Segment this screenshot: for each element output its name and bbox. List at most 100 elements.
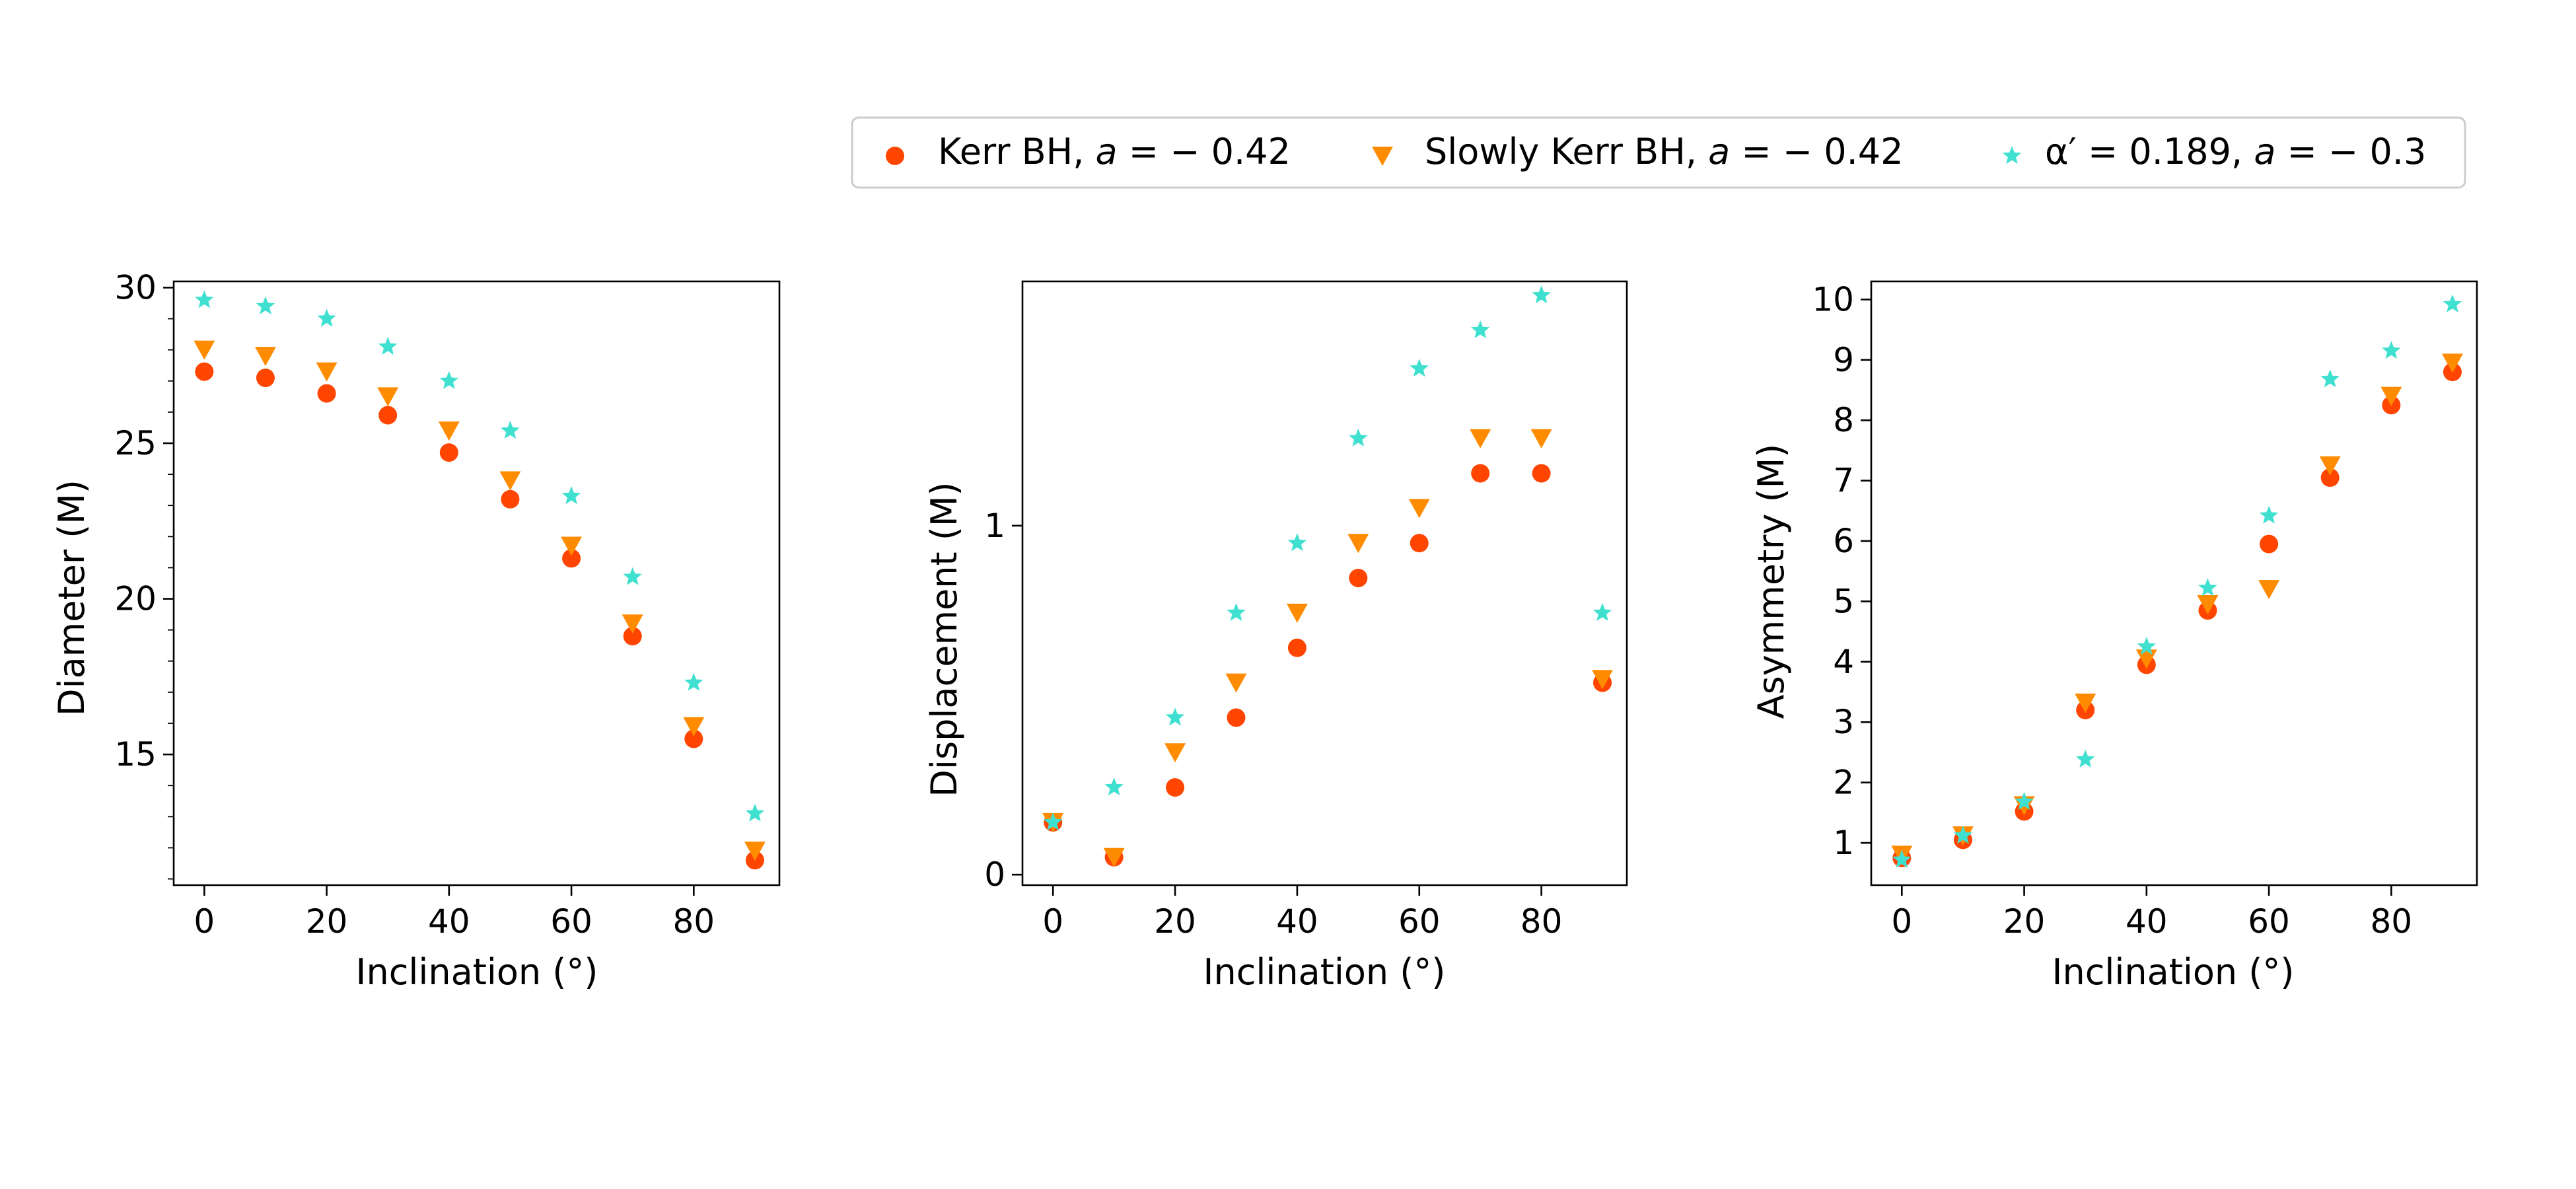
diameter-xlabel: Inclination (°)	[356, 951, 598, 993]
legend-label-alpha: α′ = 0.189, a = − 0.3	[2045, 131, 2426, 172]
displacement-axes-frame	[1021, 280, 1628, 886]
asymmetry-point-alpha	[2320, 369, 2340, 388]
diameter-point-alpha	[561, 486, 581, 505]
diameter-point-kerr	[562, 549, 581, 568]
asymmetry-ylabel: Asymmetry (M)	[1750, 444, 1792, 719]
asymmetry-point-alpha	[2382, 341, 2401, 359]
displacement-point-alpha	[1104, 777, 1124, 796]
asymmetry-ytick-label: 2	[1833, 764, 1854, 802]
diameter-point-kerr	[317, 384, 336, 403]
asymmetry-point-slowly	[2075, 693, 2096, 713]
legend-label-kerr-suffix: = − 0.42	[1118, 131, 1291, 172]
displacement-point-alpha	[1227, 602, 1246, 621]
diameter-xtick-label: 60	[550, 902, 592, 941]
legend-box	[851, 116, 2466, 189]
diameter-xtick-label: 80	[673, 902, 715, 941]
legend-label-alpha-suffix: = − 0.3	[2275, 131, 2426, 172]
asymmetry-point-alpha	[2198, 578, 2217, 596]
legend-kerr-symbol	[886, 147, 904, 165]
legend-marker-kerr	[886, 147, 904, 165]
legend-label-kerr: Kerr BH, a = − 0.42	[938, 131, 1291, 172]
asymmetry-point-kerr	[2260, 534, 2279, 554]
displacement-point-slowly	[1408, 499, 1430, 519]
legend-label-alpha-prefix: α′ = 0.189,	[2045, 131, 2254, 172]
legend: Kerr BH, a = − 0.42 Slowly Kerr BH, a = …	[851, 116, 2466, 189]
displacement-point-slowly	[1470, 429, 1491, 449]
asymmetry-point-alpha	[2015, 791, 2034, 810]
displacement-xtick-label: 80	[1521, 902, 1563, 941]
diameter-xtick-label: 0	[194, 902, 215, 941]
asymmetry-point-slowly	[2319, 456, 2341, 476]
asymmetry-ytick-label: 1	[1833, 824, 1854, 862]
displacement-point-alpha	[1470, 320, 1490, 339]
displacement-point-kerr	[1287, 638, 1306, 657]
diameter-point-kerr	[684, 729, 703, 748]
diameter-ytick-label: 20	[114, 580, 157, 618]
asymmetry-ytick-label: 6	[1833, 522, 1854, 560]
diameter-point-slowly	[316, 362, 338, 382]
asymmetry-point-slowly	[2197, 594, 2219, 614]
diameter-point-slowly	[683, 717, 705, 737]
displacement-point-kerr	[1532, 464, 1551, 483]
legend-label-kerr-prefix: Kerr BH,	[938, 131, 1096, 172]
displacement-point-alpha	[1592, 602, 1612, 621]
diameter-point-alpha	[256, 296, 275, 314]
diameter-axes-frame	[172, 280, 781, 886]
displacement-point-kerr	[1166, 778, 1185, 797]
diameter-ytick-label: 15	[114, 735, 157, 774]
diameter-point-alpha	[378, 336, 398, 355]
diameter-point-kerr	[623, 627, 642, 646]
displacement-point-slowly	[1225, 673, 1247, 693]
displacement-point-kerr	[1349, 569, 1368, 588]
legend-label-alpha-var: a	[2254, 131, 2275, 172]
displacement-point-alpha	[1043, 812, 1063, 830]
legend-marker-alpha	[2002, 146, 2022, 164]
asymmetry-xtick-label: 40	[2126, 902, 2168, 941]
diameter-point-slowly	[744, 842, 766, 861]
displacement-point-kerr	[1227, 708, 1246, 727]
asymmetry-point-alpha	[1892, 849, 1912, 868]
legend-slowly-symbol	[1372, 147, 1393, 166]
asymmetry-ytick-label: 10	[1812, 280, 1854, 318]
displacement-point-slowly	[1164, 743, 1186, 763]
displacement-panel: Displacement (M) Inclination (°) 0 20 40 60…	[923, 280, 1628, 993]
diameter-point-slowly	[254, 347, 276, 367]
displacement-point-alpha	[1287, 533, 1307, 552]
diameter-point-alpha	[745, 803, 765, 822]
diameter-xtick-label: 20	[306, 902, 348, 941]
displacement-xtick-label: 20	[1154, 902, 1196, 941]
diameter-point-slowly	[499, 471, 521, 491]
displacement-point-alpha	[1532, 285, 1551, 304]
diameter-panel: Diameter (M) Inclination (°) 0 20 40 60 80 15…	[51, 268, 781, 993]
asymmetry-xtick-label: 20	[2003, 902, 2046, 941]
asymmetry-point-alpha	[2137, 637, 2157, 655]
asymmetry-ytick-label: 5	[1833, 582, 1854, 620]
asymmetry-point-alpha	[2443, 294, 2462, 312]
displacement-point-slowly	[1103, 847, 1125, 867]
asymmetry-point-kerr	[2320, 468, 2340, 487]
displacement-ytick-label: 1	[984, 507, 1005, 545]
asymmetry-xtick-label: 80	[2371, 902, 2413, 941]
diameter-point-alpha	[317, 308, 336, 327]
asymmetry-point-slowly	[2441, 353, 2463, 373]
asymmetry-ytick-label: 3	[1833, 703, 1854, 741]
diameter-point-alpha	[501, 421, 520, 439]
diameter-point-kerr	[378, 406, 398, 425]
displacement-point-slowly	[1286, 603, 1308, 623]
displacement-ylabel: Displacement (M)	[923, 482, 965, 797]
diameter-point-kerr	[256, 369, 275, 388]
asymmetry-point-slowly	[2380, 386, 2402, 406]
asymmetry-ytick-label: 7	[1833, 462, 1854, 500]
displacement-point-alpha	[1165, 707, 1185, 726]
diameter-point-kerr	[501, 489, 520, 509]
asymmetry-point-alpha	[2259, 505, 2279, 524]
displacement-ytick-label: 0	[984, 855, 1005, 894]
diameter-point-slowly	[377, 387, 399, 407]
displacement-xtick-label: 60	[1398, 902, 1441, 941]
diameter-point-alpha	[439, 371, 459, 389]
displacement-xtick-label: 40	[1276, 902, 1318, 941]
legend-alpha-symbol	[2002, 146, 2022, 164]
diameter-point-kerr	[195, 362, 214, 381]
legend-label-slowly-prefix: Slowly Kerr BH,	[1425, 131, 1708, 172]
